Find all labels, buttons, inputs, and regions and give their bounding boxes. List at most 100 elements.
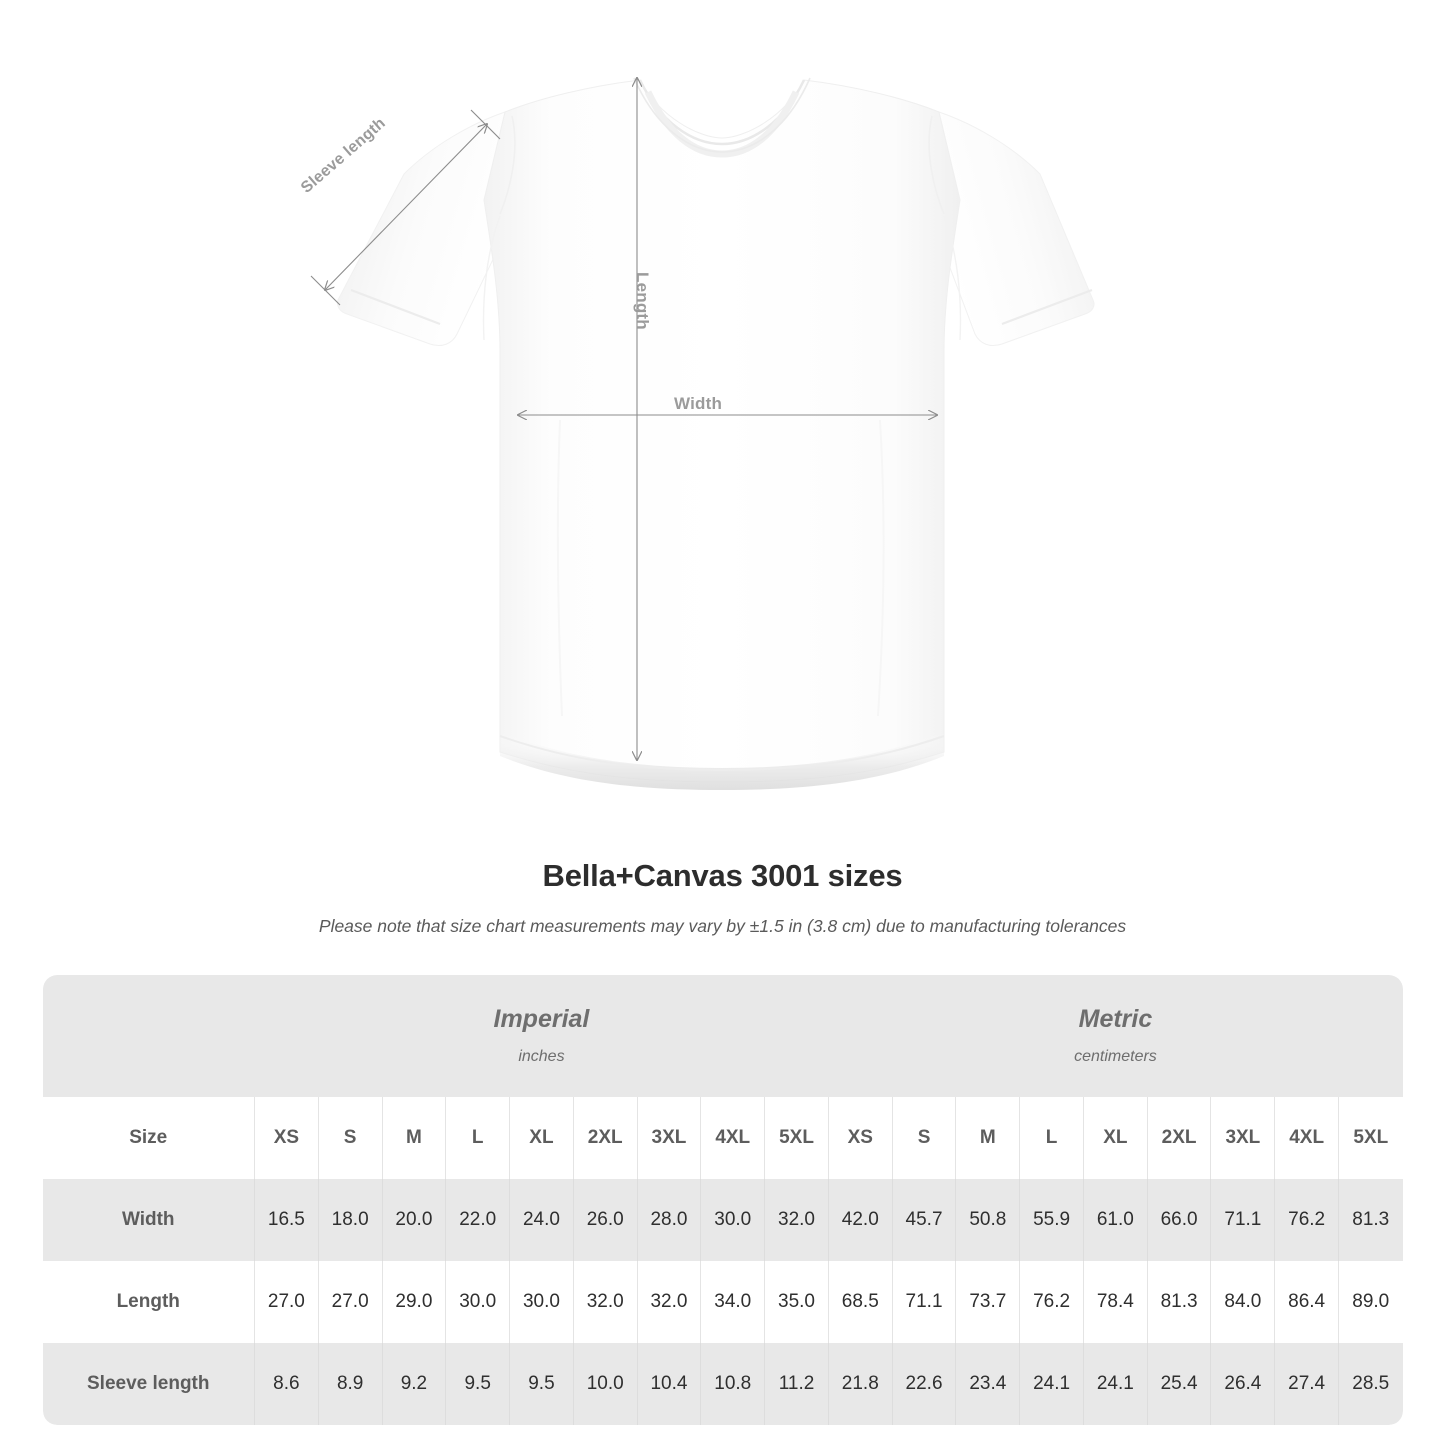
table-cell: 27.0 <box>317 1261 383 1343</box>
table-cell: 22.0 <box>445 1179 510 1261</box>
table-cell: 26.0 <box>572 1179 638 1261</box>
size-column-header: 4XL <box>1274 1097 1339 1179</box>
table-cell: 25.4 <box>1146 1343 1211 1425</box>
table-cell: 22.6 <box>891 1343 956 1425</box>
table-cell: 24.0 <box>509 1179 574 1261</box>
unit-group-sub: inches <box>518 1047 565 1065</box>
sleeve-tick-bottom <box>310 275 341 306</box>
table-cell: 8.9 <box>317 1343 383 1425</box>
table-cell: 29.0 <box>381 1261 446 1343</box>
size-header-row: Size XS S M L XL 2XL 3XL 4XL 5XL XS S M L XL 2XL 3XL 4XL 5… <box>42 1097 1403 1179</box>
size-column-header: 5XL <box>1338 1097 1403 1179</box>
unit-group-sub: centimeters <box>1074 1047 1157 1065</box>
size-column-header: XS <box>827 1097 893 1179</box>
table-cell: 21.8 <box>827 1343 893 1425</box>
size-column-header: XL <box>509 1097 574 1179</box>
table-cell: 10.8 <box>700 1343 765 1425</box>
table-cell: 68.5 <box>827 1261 893 1343</box>
size-column-header: 5XL <box>764 1097 829 1179</box>
table-cell: 26.4 <box>1210 1343 1275 1425</box>
heading-block: Bella+Canvas 3001 sizes Please note that… <box>0 840 1445 937</box>
table-cell: 18.0 <box>317 1179 383 1261</box>
table-cell: 32.0 <box>572 1261 638 1343</box>
size-column-header: 3XL <box>636 1097 701 1179</box>
table-cell: 32.0 <box>764 1179 829 1261</box>
table-cell: 86.4 <box>1274 1261 1339 1343</box>
table-cell: 61.0 <box>1082 1179 1148 1261</box>
table-cell: 66.0 <box>1146 1179 1211 1261</box>
table-cell: 84.0 <box>1210 1261 1275 1343</box>
size-chart-table-wrap: Imperial inches Metric centimeters Size XS S M L… <box>42 975 1403 1425</box>
length-label: Length <box>633 272 652 330</box>
table-cell: 71.1 <box>891 1261 956 1343</box>
table-cell: 27.0 <box>254 1261 319 1343</box>
table-cell: 30.0 <box>700 1179 765 1261</box>
table-cell: 42.0 <box>827 1179 893 1261</box>
table-cell: 28.0 <box>636 1179 701 1261</box>
table-cell: 35.0 <box>764 1261 829 1343</box>
table-cell: 81.3 <box>1338 1179 1403 1261</box>
unit-group-metric: Metric centimeters <box>828 975 1403 1097</box>
unit-group-imperial: Imperial inches <box>254 975 829 1097</box>
table-row: Width 16.5 18.0 20.0 22.0 24.0 26.0 28.0 30.0 32.… <box>42 1179 1403 1261</box>
table-cell: 34.0 <box>700 1261 765 1343</box>
table-cell: 9.5 <box>445 1343 510 1425</box>
table-row: Length 27.0 27.0 29.0 30.0 30.0 32.0 32.0 34.0 35… <box>42 1261 1403 1343</box>
sleeve-tick-top <box>470 109 501 140</box>
unit-group-name: Imperial <box>493 1005 590 1034</box>
size-column-header: 4XL <box>700 1097 765 1179</box>
table-cell: 73.7 <box>955 1261 1020 1343</box>
row-label: Length <box>42 1261 255 1343</box>
table-cell: 50.8 <box>955 1179 1020 1261</box>
table-cell: 30.0 <box>445 1261 510 1343</box>
size-column-header: XS <box>254 1097 319 1179</box>
unit-band-spacer <box>42 975 255 1097</box>
row-label: Width <box>42 1179 255 1261</box>
table-cell: 32.0 <box>636 1261 701 1343</box>
width-label: Width <box>674 394 723 413</box>
unit-band-row: Imperial inches Metric centimeters <box>42 975 1403 1097</box>
size-column-header: L <box>1019 1097 1084 1179</box>
table-cell: 24.1 <box>1082 1343 1148 1425</box>
table-cell: 89.0 <box>1338 1261 1403 1343</box>
measurement-lines <box>310 78 937 760</box>
page-title: Bella+Canvas 3001 sizes <box>542 858 903 893</box>
size-column-header: XL <box>1082 1097 1148 1179</box>
size-column-header: M <box>381 1097 446 1179</box>
table-cell: 16.5 <box>254 1179 319 1261</box>
size-column-header: 2XL <box>572 1097 638 1179</box>
table-cell: 27.4 <box>1274 1343 1339 1425</box>
table-cell: 71.1 <box>1210 1179 1275 1261</box>
table-cell: 81.3 <box>1146 1261 1211 1343</box>
table-cell: 11.2 <box>764 1343 829 1425</box>
size-column-header: S <box>891 1097 956 1179</box>
size-column-header: 3XL <box>1210 1097 1275 1179</box>
table-cell: 24.1 <box>1019 1343 1084 1425</box>
table-cell: 76.2 <box>1019 1261 1084 1343</box>
table-cell: 76.2 <box>1274 1179 1339 1261</box>
table-cell: 78.4 <box>1082 1261 1148 1343</box>
tolerance-note: Please note that size chart measurements… <box>318 916 1127 936</box>
size-chart-table: Imperial inches Metric centimeters Size XS S M L… <box>42 975 1403 1425</box>
size-column-header: L <box>445 1097 510 1179</box>
table-cell: 20.0 <box>381 1179 446 1261</box>
table-cell: 8.6 <box>254 1343 319 1425</box>
table-cell: 30.0 <box>509 1261 574 1343</box>
table-cell: 10.4 <box>636 1343 701 1425</box>
table-cell: 55.9 <box>1019 1179 1084 1261</box>
size-column-header: S <box>317 1097 383 1179</box>
row-label: Sleeve length <box>42 1343 255 1425</box>
table-cell: 9.2 <box>381 1343 446 1425</box>
size-column-header: M <box>955 1097 1020 1179</box>
tshirt-illustration <box>310 0 1095 790</box>
unit-group-name: Metric <box>1078 1005 1153 1034</box>
sleeve-length-arrow <box>325 124 487 290</box>
size-column-header: 2XL <box>1146 1097 1211 1179</box>
table-cell: 45.7 <box>891 1179 956 1261</box>
garment-shape <box>337 77 1095 790</box>
tshirt-diagram: Sleeve length Length Width <box>298 0 1095 790</box>
table-cell: 28.5 <box>1338 1343 1403 1425</box>
table-cell: 9.5 <box>509 1343 574 1425</box>
table-cell: 23.4 <box>955 1343 1020 1425</box>
table-row: Sleeve length 8.6 8.9 9.2 9.5 9.5 10.0 10.4 10.8… <box>42 1343 1403 1425</box>
